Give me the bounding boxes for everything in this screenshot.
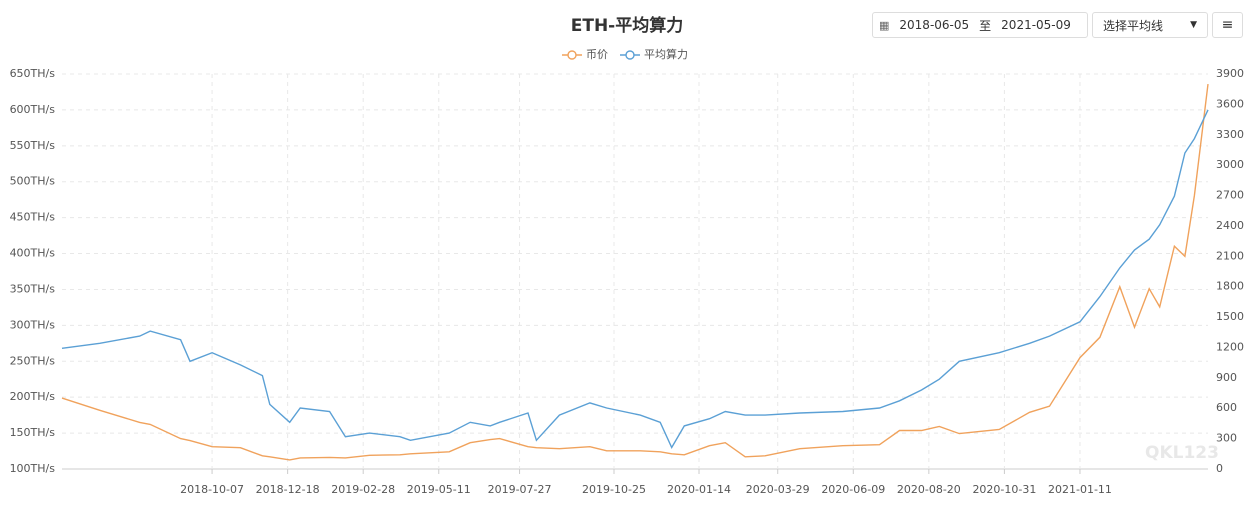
y-tick-label: 650TH/s <box>10 67 56 80</box>
x-tick-label: 2020-10-31 <box>972 483 1036 496</box>
x-tick-label: 2019-10-25 <box>582 483 646 496</box>
y2-tick-label: 0 <box>1216 462 1223 475</box>
legend-label: 币价 <box>586 48 608 61</box>
x-tick-label: 2018-12-18 <box>256 483 320 496</box>
x-tick-label: 2020-01-14 <box>667 483 731 496</box>
end-date: 2021-05-09 <box>1001 18 1071 32</box>
series-line <box>61 84 1209 461</box>
calendar-icon: ▦ <box>879 18 890 32</box>
x-tick-label: 2019-02-28 <box>331 483 395 496</box>
y2-tick-label: 2100 <box>1216 249 1244 262</box>
legend-marker <box>625 50 635 60</box>
separator: 至 <box>979 18 992 33</box>
y2-tick-label: 3900 <box>1216 67 1244 80</box>
y-tick-label: 150TH/s <box>10 426 56 439</box>
y-tick-label: 400TH/s <box>10 247 56 260</box>
x-tick-label: 2020-08-20 <box>897 483 961 496</box>
x-tick-label: 2018-10-07 <box>180 483 244 496</box>
y-tick-label: 300TH/s <box>10 318 56 331</box>
y2-tick-label: 1500 <box>1216 310 1244 323</box>
y-tick-label: 350TH/s <box>10 282 56 295</box>
watermark: QKL123 <box>1145 443 1219 463</box>
start-date: 2018-06-05 <box>899 18 970 32</box>
legend-marker <box>567 50 577 60</box>
y-tick-label: 450TH/s <box>10 211 56 224</box>
x-tick-label: 2020-06-09 <box>821 483 885 496</box>
select-label: 选择平均线 <box>1103 18 1164 33</box>
date-range[interactable]: ▦ 2018-06-05 至 2021-05-09 <box>872 12 1088 38</box>
y2-tick-label: 900 <box>1216 371 1237 384</box>
average-select[interactable]: 选择平均线 ▼ <box>1092 12 1208 38</box>
y2-tick-label: 3600 <box>1216 97 1244 110</box>
dropdown-arrow: ▼ <box>1190 20 1197 30</box>
x-tick-label: 2019-05-11 <box>407 483 471 496</box>
y-tick-label: 500TH/s <box>10 175 56 188</box>
y2-tick-label: 2400 <box>1216 219 1244 232</box>
y2-tick-label: 300 <box>1216 432 1237 445</box>
y-tick-label: 600TH/s <box>10 103 56 116</box>
y2-tick-label: 3300 <box>1216 128 1244 141</box>
y-tick-label: 250TH/s <box>10 354 56 367</box>
y-tick-label: 100TH/s <box>10 462 56 475</box>
y2-tick-label: 2700 <box>1216 189 1244 202</box>
legend-label: 平均算力 <box>644 47 688 61</box>
menu-button[interactable]: ≡ <box>1212 12 1243 38</box>
y-tick-label: 200TH/s <box>10 390 56 403</box>
x-tick-label: 2020-03-29 <box>746 483 810 496</box>
y2-tick-label: 3000 <box>1216 158 1244 171</box>
y2-tick-label: 600 <box>1216 401 1237 414</box>
y2-tick-label: 1800 <box>1216 280 1244 293</box>
chart-title: ETH-平均算力 <box>571 15 684 36</box>
x-tick-label: 2019-07-27 <box>488 483 552 496</box>
x-tick-label: 2021-01-11 <box>1048 483 1112 496</box>
y-tick-label: 550TH/s <box>10 139 56 152</box>
y2-tick-label: 1200 <box>1216 340 1244 353</box>
series-line <box>61 109 1209 450</box>
